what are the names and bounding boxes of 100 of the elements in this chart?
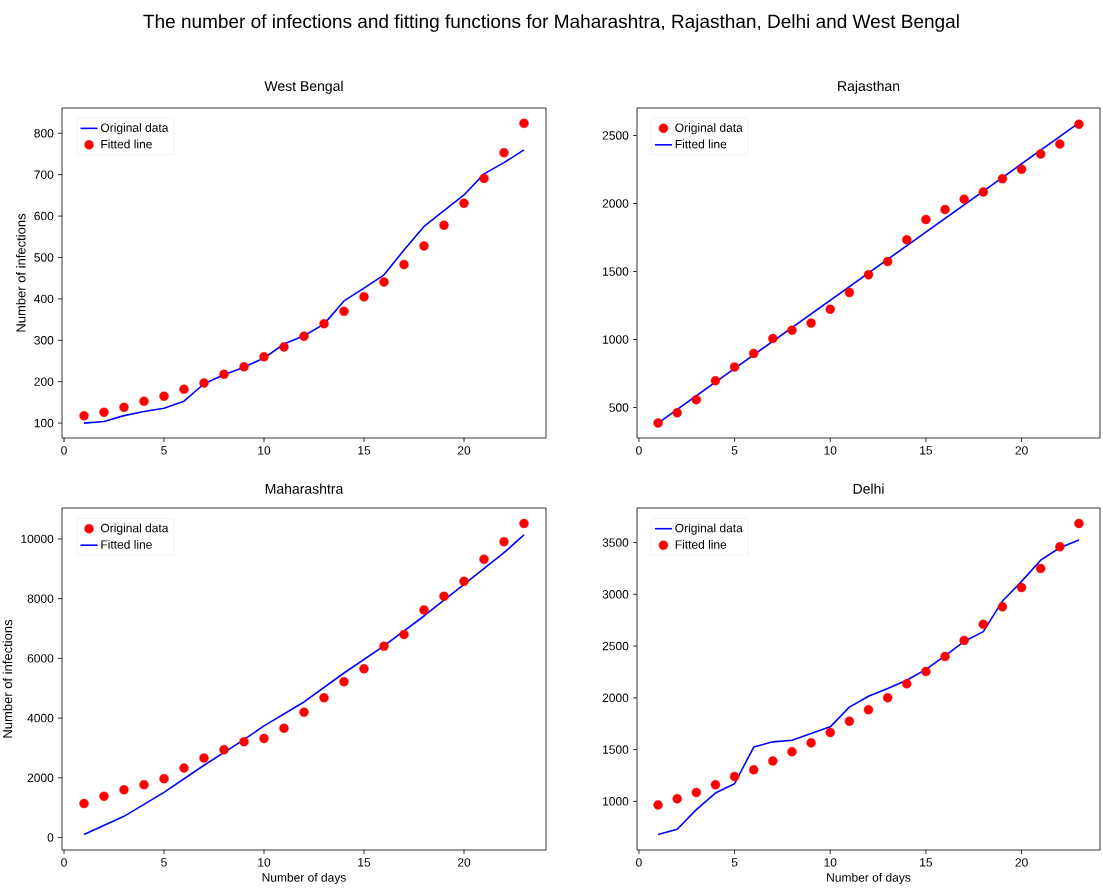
point bbox=[653, 418, 663, 428]
point bbox=[940, 651, 950, 662]
point bbox=[672, 794, 682, 804]
point bbox=[844, 287, 855, 298]
point bbox=[119, 402, 129, 413]
point bbox=[978, 619, 988, 630]
x-tick-label: 10 bbox=[258, 446, 271, 455]
point bbox=[519, 118, 529, 129]
x-tick-label: 5 bbox=[161, 858, 167, 867]
point bbox=[259, 352, 269, 362]
point bbox=[279, 723, 289, 733]
point bbox=[199, 378, 209, 388]
point bbox=[259, 733, 269, 744]
point bbox=[959, 635, 969, 646]
x-tick-label: 10 bbox=[824, 858, 837, 867]
point bbox=[710, 780, 721, 790]
point bbox=[419, 241, 429, 251]
point bbox=[359, 292, 369, 302]
x-axis-title: Number of days bbox=[827, 872, 911, 885]
x-tick-label: 0 bbox=[61, 446, 67, 455]
point bbox=[219, 745, 229, 755]
point bbox=[1074, 518, 1084, 529]
x-axis-title: Number of days bbox=[262, 872, 346, 885]
x-tick-label: 20 bbox=[1015, 858, 1028, 867]
point bbox=[339, 306, 349, 316]
y-tick-label: 1500 bbox=[603, 745, 629, 754]
point bbox=[139, 779, 149, 790]
y-tick-label: 10000 bbox=[21, 534, 54, 544]
point bbox=[239, 736, 249, 747]
y-tick-label: 1500 bbox=[603, 267, 629, 276]
point bbox=[882, 693, 893, 703]
x-tick-label: 5 bbox=[731, 446, 738, 455]
point bbox=[239, 362, 249, 372]
line-series bbox=[83, 149, 525, 424]
chart-title: Maharashtra bbox=[265, 483, 344, 494]
point bbox=[459, 198, 469, 208]
y-tick-label: 2000 bbox=[602, 199, 629, 208]
point bbox=[882, 256, 893, 267]
y-tick-label: 500 bbox=[609, 403, 629, 412]
point bbox=[768, 333, 778, 344]
point bbox=[921, 666, 931, 677]
point bbox=[1036, 149, 1046, 159]
point bbox=[959, 194, 969, 204]
point bbox=[1016, 164, 1027, 174]
point bbox=[653, 800, 663, 810]
y-axis-title: Number of infections bbox=[16, 213, 26, 332]
point bbox=[99, 407, 109, 418]
point bbox=[399, 259, 409, 270]
y-tick-label: 2500 bbox=[602, 641, 629, 651]
point bbox=[299, 331, 309, 341]
y-tick-label: 3000 bbox=[602, 590, 629, 599]
point bbox=[787, 325, 797, 335]
point bbox=[159, 774, 169, 784]
x-tick-label: 5 bbox=[161, 446, 167, 455]
point bbox=[1036, 563, 1046, 574]
legend-label: Original data bbox=[100, 523, 169, 535]
y-tick-label: 4000 bbox=[27, 713, 54, 723]
point bbox=[439, 591, 449, 601]
y-tick-label: 600 bbox=[34, 211, 54, 221]
x-tick-label: 20 bbox=[457, 858, 471, 867]
x-tick-label: 15 bbox=[358, 858, 371, 867]
point bbox=[159, 391, 169, 401]
point bbox=[844, 716, 855, 726]
point bbox=[339, 676, 349, 687]
legend-label: Fitted line bbox=[675, 139, 727, 149]
point bbox=[179, 384, 189, 394]
y-tick-label: 1000 bbox=[603, 335, 629, 344]
point bbox=[806, 738, 816, 748]
point bbox=[978, 187, 988, 197]
y-tick-label: 2000 bbox=[602, 693, 629, 703]
point bbox=[99, 791, 109, 802]
y-tick-label: 2000 bbox=[27, 773, 54, 783]
point bbox=[279, 342, 289, 352]
point bbox=[749, 348, 759, 359]
point bbox=[1055, 542, 1065, 552]
point bbox=[199, 753, 209, 763]
point bbox=[439, 220, 449, 230]
point bbox=[79, 410, 89, 421]
point bbox=[459, 576, 469, 587]
point bbox=[710, 376, 721, 386]
point bbox=[921, 214, 931, 225]
x-tick-label: 10 bbox=[824, 446, 837, 455]
point bbox=[902, 235, 912, 245]
legend-label: Original data bbox=[675, 523, 743, 535]
legend-label: Fitted line bbox=[101, 139, 152, 149]
point bbox=[499, 536, 509, 547]
point bbox=[691, 787, 702, 798]
point bbox=[1055, 139, 1065, 149]
x-tick-label: 10 bbox=[258, 858, 271, 867]
point bbox=[519, 518, 529, 529]
point bbox=[672, 408, 682, 418]
y-tick-label: 6000 bbox=[27, 654, 54, 663]
legend-label: Fitted line bbox=[101, 539, 152, 549]
y-tick-label: 8000 bbox=[27, 594, 54, 603]
point bbox=[768, 756, 778, 766]
x-tick-label: 15 bbox=[358, 446, 371, 455]
x-tick-label: 0 bbox=[61, 858, 67, 867]
point bbox=[479, 173, 489, 184]
chart-subtitle: West Bengal bbox=[264, 80, 343, 94]
x-tick-label: 15 bbox=[920, 858, 933, 867]
